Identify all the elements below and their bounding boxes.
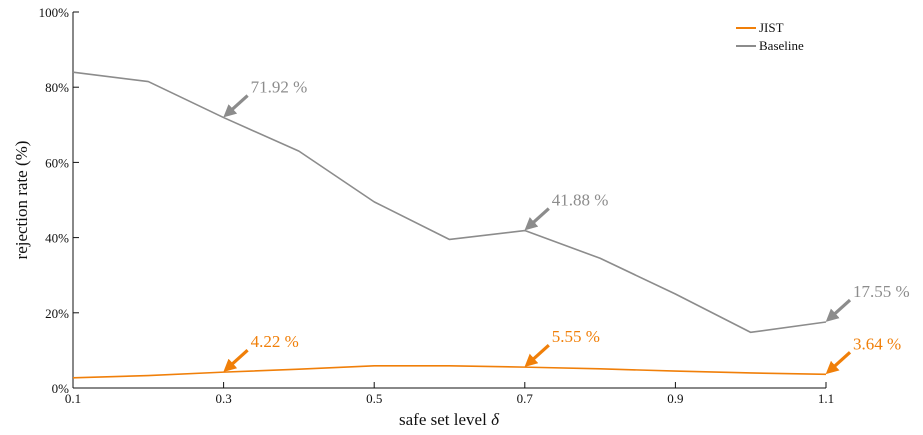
y-tick-label: 60% xyxy=(45,155,69,170)
annotation-arrow xyxy=(825,351,852,375)
annotation-arrow xyxy=(524,343,550,367)
x-axis-symbol: δ xyxy=(491,410,500,429)
y-ticks: 0% 20% 40% 60% 80% 100% xyxy=(39,5,79,396)
y-tick-label: 100% xyxy=(39,5,70,20)
x-axis-title: safe set level δ xyxy=(399,410,500,429)
annotation-label: 5.55 % xyxy=(552,327,600,346)
x-tick-label: 0.9 xyxy=(667,391,683,406)
legend: JIST Baseline xyxy=(736,20,804,53)
x-tick-label: 0.7 xyxy=(517,391,534,406)
annotation-label: 4.22 % xyxy=(251,332,299,351)
annotation-arrow xyxy=(223,348,249,372)
annotation-arrow xyxy=(223,94,249,118)
legend-label-baseline: Baseline xyxy=(759,38,804,53)
x-tick-label: 0.1 xyxy=(65,391,81,406)
y-tick-label: 40% xyxy=(45,231,69,246)
annotation-arrow xyxy=(825,298,852,322)
y-axis-title: rejection rate (%) xyxy=(12,141,31,260)
series-layer xyxy=(72,71,827,379)
x-tick-label: 1.1 xyxy=(818,391,834,406)
x-tick-label: 0.5 xyxy=(366,391,382,406)
y-tick-label: 20% xyxy=(45,306,69,321)
y-tick-label: 0% xyxy=(52,381,70,396)
series-line-baseline xyxy=(72,71,827,334)
x-tick-label: 0.3 xyxy=(215,391,231,406)
annotation-label: 3.64 % xyxy=(853,334,901,353)
annotation-arrow xyxy=(524,207,550,231)
legend-label-jist: JIST xyxy=(759,20,784,35)
annotation-label: 71.92 % xyxy=(251,78,308,97)
y-tick-label: 80% xyxy=(45,80,69,95)
axes xyxy=(72,12,826,389)
annotation-layer: 71.92 % 41.88 % 17.55 % 4.22 % 5.55 % 3.64 % xyxy=(223,78,910,375)
annotation-label: 41.88 % xyxy=(552,191,609,210)
series-line-jist xyxy=(72,365,827,379)
annotation-label: 17.55 % xyxy=(853,282,910,301)
x-ticks: 0.1 0.3 0.5 0.7 0.9 1.1 xyxy=(65,382,834,406)
